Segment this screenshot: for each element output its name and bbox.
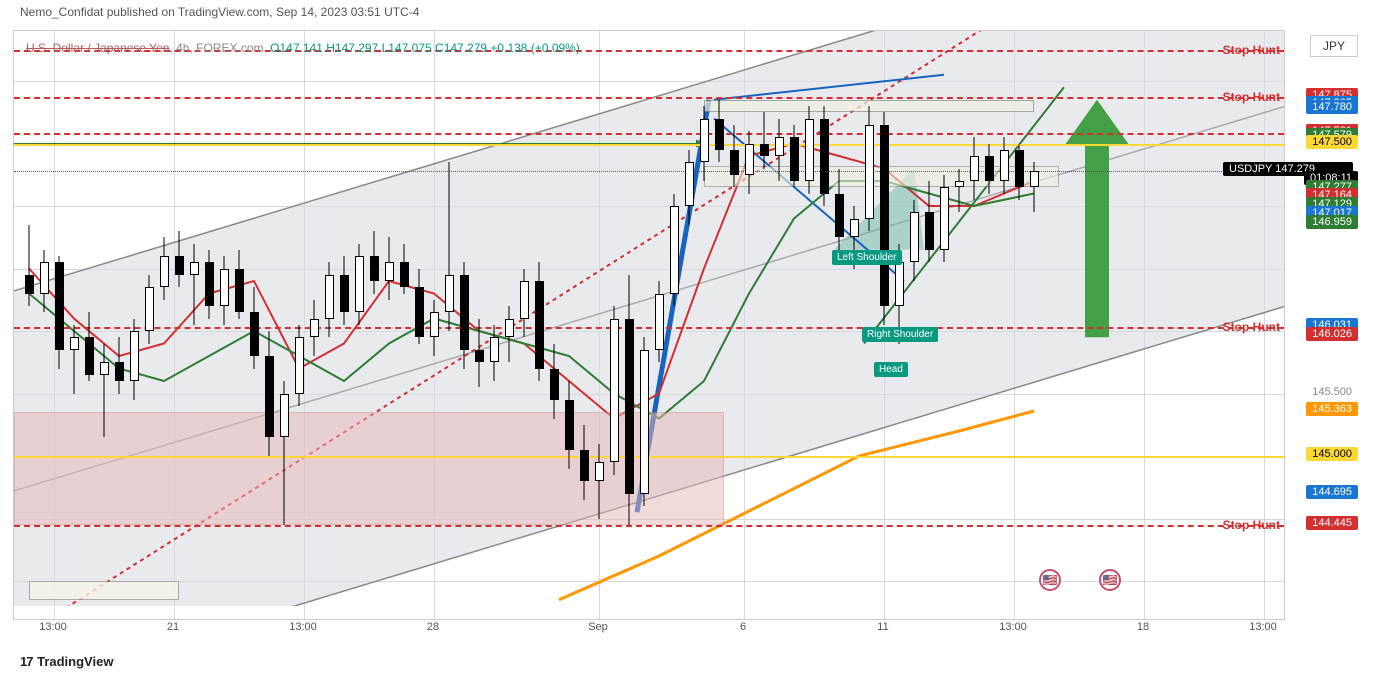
time-label: Sep <box>588 621 608 633</box>
time-label: 11 <box>877 621 888 633</box>
timeframe: 4h <box>176 41 189 55</box>
price-label: 145.500 <box>1306 385 1358 399</box>
time-axis[interactable]: 13:00 21 13:00 28 Sep 6 11 13:00 18 13:00 <box>13 621 1285 641</box>
published-on: published on TradingView.com, <box>107 5 273 19</box>
stop-hunt-label: Stop Hunt <box>1223 320 1280 334</box>
symbol-info: U.S. Dollar / Japanese Yen, 4h, FOREX.co… <box>26 41 580 55</box>
pattern-label: Head <box>874 362 908 377</box>
price-label: 147.780 <box>1306 100 1358 114</box>
price-label: 145.363 <box>1306 402 1358 416</box>
price-label: 144.445 <box>1306 516 1358 530</box>
price-axis[interactable]: 147.875147.805147.780147.588147.581147.5… <box>1285 30 1360 605</box>
stop-hunt-label: Stop Hunt <box>1223 518 1280 532</box>
source: FOREX.com <box>196 41 263 55</box>
time-label: 13:00 <box>1249 621 1277 633</box>
time-label: 13:00 <box>289 621 317 633</box>
tradingview-logo: 17 TradingView <box>20 654 113 669</box>
stop-hunt-label: Stop Hunt <box>1223 43 1280 57</box>
event-flag-icon[interactable]: 🇺🇸 <box>1039 569 1061 591</box>
time-label: 13:00 <box>999 621 1027 633</box>
price-label: 146.026 <box>1306 327 1358 341</box>
chart-area[interactable]: U.S. Dollar / Japanese Yen, 4h, FOREX.co… <box>13 30 1285 620</box>
price-label: 147.500 <box>1306 135 1358 149</box>
time-label: 6 <box>740 621 746 633</box>
price-label: 144.695 <box>1306 485 1358 499</box>
price-label: 146.959 <box>1306 215 1358 229</box>
publish-date: Sep 14, 2023 03:51 UTC-4 <box>276 5 419 19</box>
pair-name: U.S. Dollar / Japanese Yen <box>26 41 169 55</box>
event-flag-icon[interactable]: 🇺🇸 <box>1099 569 1121 591</box>
stop-hunt-label: Stop Hunt <box>1223 90 1280 104</box>
time-label: 13:00 <box>39 621 67 633</box>
author: Nemo_Confidat <box>20 5 103 19</box>
time-label: 21 <box>167 621 179 633</box>
time-label: 28 <box>427 621 439 633</box>
publish-header: Nemo_Confidat published on TradingView.c… <box>20 5 419 19</box>
price-label: 145.000 <box>1306 447 1358 461</box>
time-label: 18 <box>1137 621 1149 633</box>
pattern-label: Left Shoulder <box>832 250 902 265</box>
pattern-label: Right Shoulder <box>862 327 938 342</box>
